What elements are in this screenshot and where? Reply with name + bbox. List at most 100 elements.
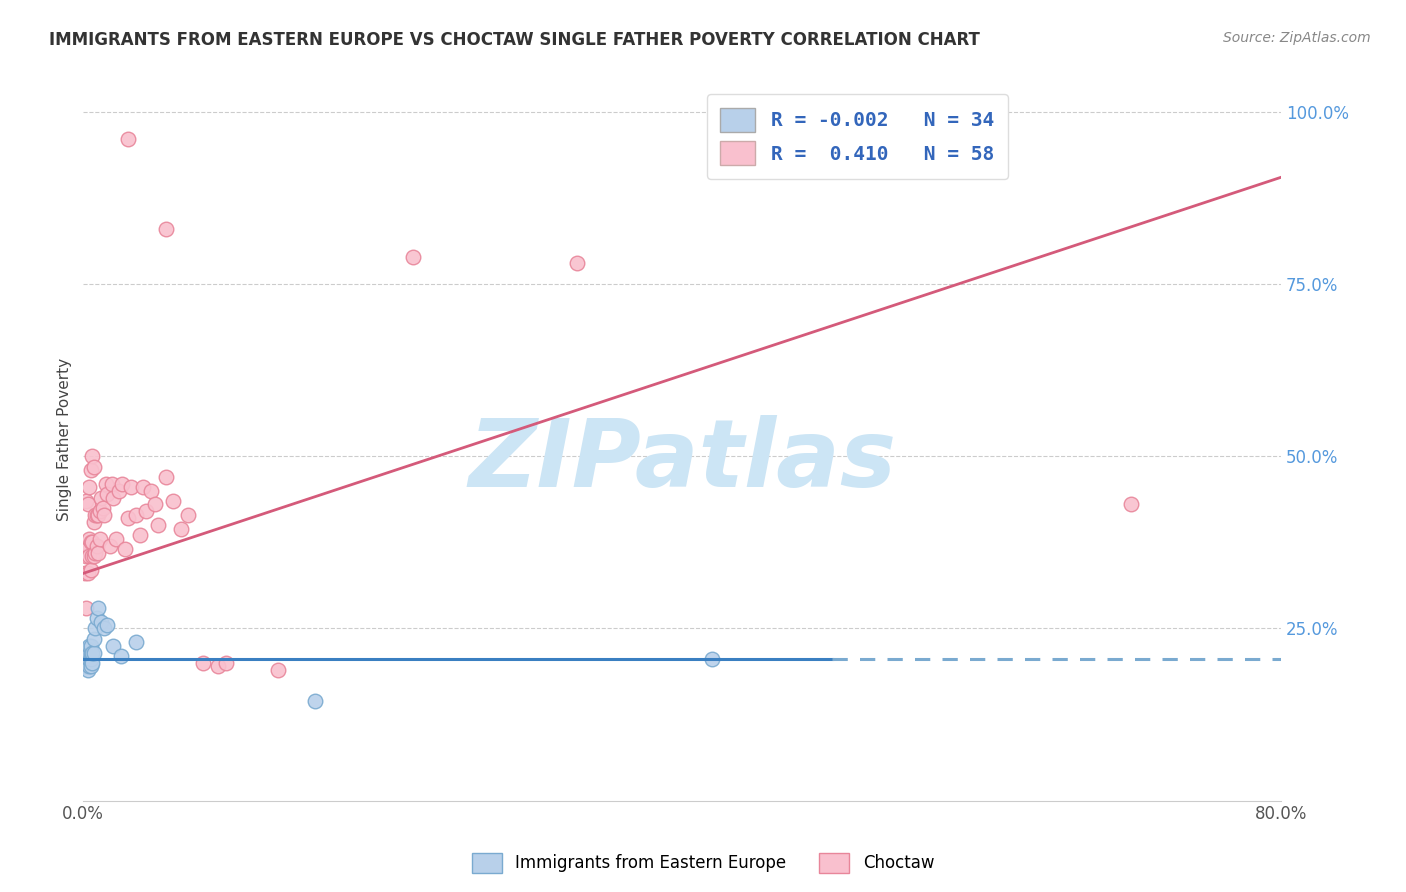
Point bbox=[77, 646, 100, 660]
Point bbox=[105, 532, 128, 546]
Point bbox=[82, 656, 104, 670]
Point bbox=[93, 508, 115, 522]
Point bbox=[73, 566, 96, 581]
Point bbox=[75, 494, 97, 508]
Point bbox=[82, 535, 104, 549]
Point bbox=[162, 494, 184, 508]
Point bbox=[84, 546, 107, 560]
Point bbox=[76, 656, 98, 670]
Point bbox=[76, 539, 98, 553]
Point bbox=[80, 463, 103, 477]
Point bbox=[83, 515, 105, 529]
Point bbox=[169, 522, 191, 536]
Point bbox=[94, 476, 117, 491]
Point bbox=[77, 659, 100, 673]
Point bbox=[84, 622, 107, 636]
Point bbox=[84, 508, 107, 522]
Point bbox=[117, 132, 139, 146]
Point bbox=[1121, 498, 1143, 512]
Point bbox=[87, 600, 110, 615]
Point bbox=[76, 663, 98, 677]
Point bbox=[83, 646, 105, 660]
Point bbox=[80, 652, 103, 666]
Point bbox=[90, 615, 112, 629]
Point bbox=[77, 532, 100, 546]
Point bbox=[401, 250, 423, 264]
Point bbox=[96, 618, 118, 632]
Point bbox=[103, 491, 125, 505]
Point bbox=[86, 539, 108, 553]
Point bbox=[82, 549, 104, 563]
Point bbox=[100, 476, 122, 491]
Y-axis label: Single Father Poverty: Single Father Poverty bbox=[58, 358, 72, 521]
Point bbox=[177, 508, 200, 522]
Point bbox=[93, 622, 115, 636]
Point bbox=[155, 470, 177, 484]
Point bbox=[75, 549, 97, 563]
Point bbox=[96, 487, 118, 501]
Point bbox=[80, 646, 103, 660]
Point bbox=[73, 542, 96, 557]
Point bbox=[75, 656, 97, 670]
Point bbox=[83, 632, 105, 646]
Point bbox=[125, 635, 148, 649]
Point bbox=[135, 504, 157, 518]
Point bbox=[73, 659, 96, 673]
Point bbox=[114, 542, 136, 557]
Point bbox=[80, 535, 103, 549]
Point bbox=[117, 511, 139, 525]
Text: Source: ZipAtlas.com: Source: ZipAtlas.com bbox=[1223, 31, 1371, 45]
Point bbox=[77, 480, 100, 494]
Point bbox=[155, 222, 177, 236]
Legend: R = -0.002   N = 34, R =  0.410   N = 58: R = -0.002 N = 34, R = 0.410 N = 58 bbox=[707, 95, 1008, 178]
Point bbox=[191, 656, 214, 670]
Point bbox=[73, 652, 96, 666]
Point bbox=[90, 491, 112, 505]
Point bbox=[98, 539, 121, 553]
Point bbox=[207, 659, 229, 673]
Point bbox=[76, 566, 98, 581]
Point bbox=[267, 663, 290, 677]
Point bbox=[83, 459, 105, 474]
Point bbox=[75, 652, 97, 666]
Point bbox=[91, 500, 114, 515]
Point bbox=[75, 659, 97, 673]
Legend: Immigrants from Eastern Europe, Choctaw: Immigrants from Eastern Europe, Choctaw bbox=[465, 847, 941, 880]
Point bbox=[304, 694, 326, 708]
Point bbox=[76, 648, 98, 663]
Point bbox=[73, 656, 96, 670]
Point bbox=[139, 483, 162, 498]
Point bbox=[80, 639, 103, 653]
Point bbox=[87, 546, 110, 560]
Point bbox=[75, 646, 97, 660]
Point bbox=[76, 498, 98, 512]
Point bbox=[82, 449, 104, 463]
Point bbox=[700, 652, 723, 666]
Point bbox=[111, 476, 134, 491]
Point bbox=[146, 518, 169, 533]
Point bbox=[86, 508, 108, 522]
Point bbox=[80, 563, 103, 577]
Point bbox=[214, 656, 236, 670]
Point bbox=[77, 652, 100, 666]
Point bbox=[89, 504, 111, 518]
Point bbox=[82, 646, 104, 660]
Point bbox=[89, 532, 111, 546]
Point bbox=[143, 498, 166, 512]
Point bbox=[77, 639, 100, 653]
Point bbox=[125, 508, 148, 522]
Point bbox=[132, 480, 155, 494]
Point bbox=[108, 483, 131, 498]
Point bbox=[87, 508, 110, 522]
Point bbox=[110, 648, 132, 663]
Point bbox=[120, 480, 142, 494]
Point bbox=[83, 549, 105, 563]
Point bbox=[75, 600, 97, 615]
Point bbox=[103, 639, 125, 653]
Point bbox=[76, 642, 98, 657]
Text: IMMIGRANTS FROM EASTERN EUROPE VS CHOCTAW SINGLE FATHER POVERTY CORRELATION CHAR: IMMIGRANTS FROM EASTERN EUROPE VS CHOCTA… bbox=[49, 31, 980, 49]
Point bbox=[80, 659, 103, 673]
Point bbox=[567, 256, 589, 270]
Text: ZIPatlas: ZIPatlas bbox=[468, 415, 896, 507]
Point bbox=[86, 611, 108, 625]
